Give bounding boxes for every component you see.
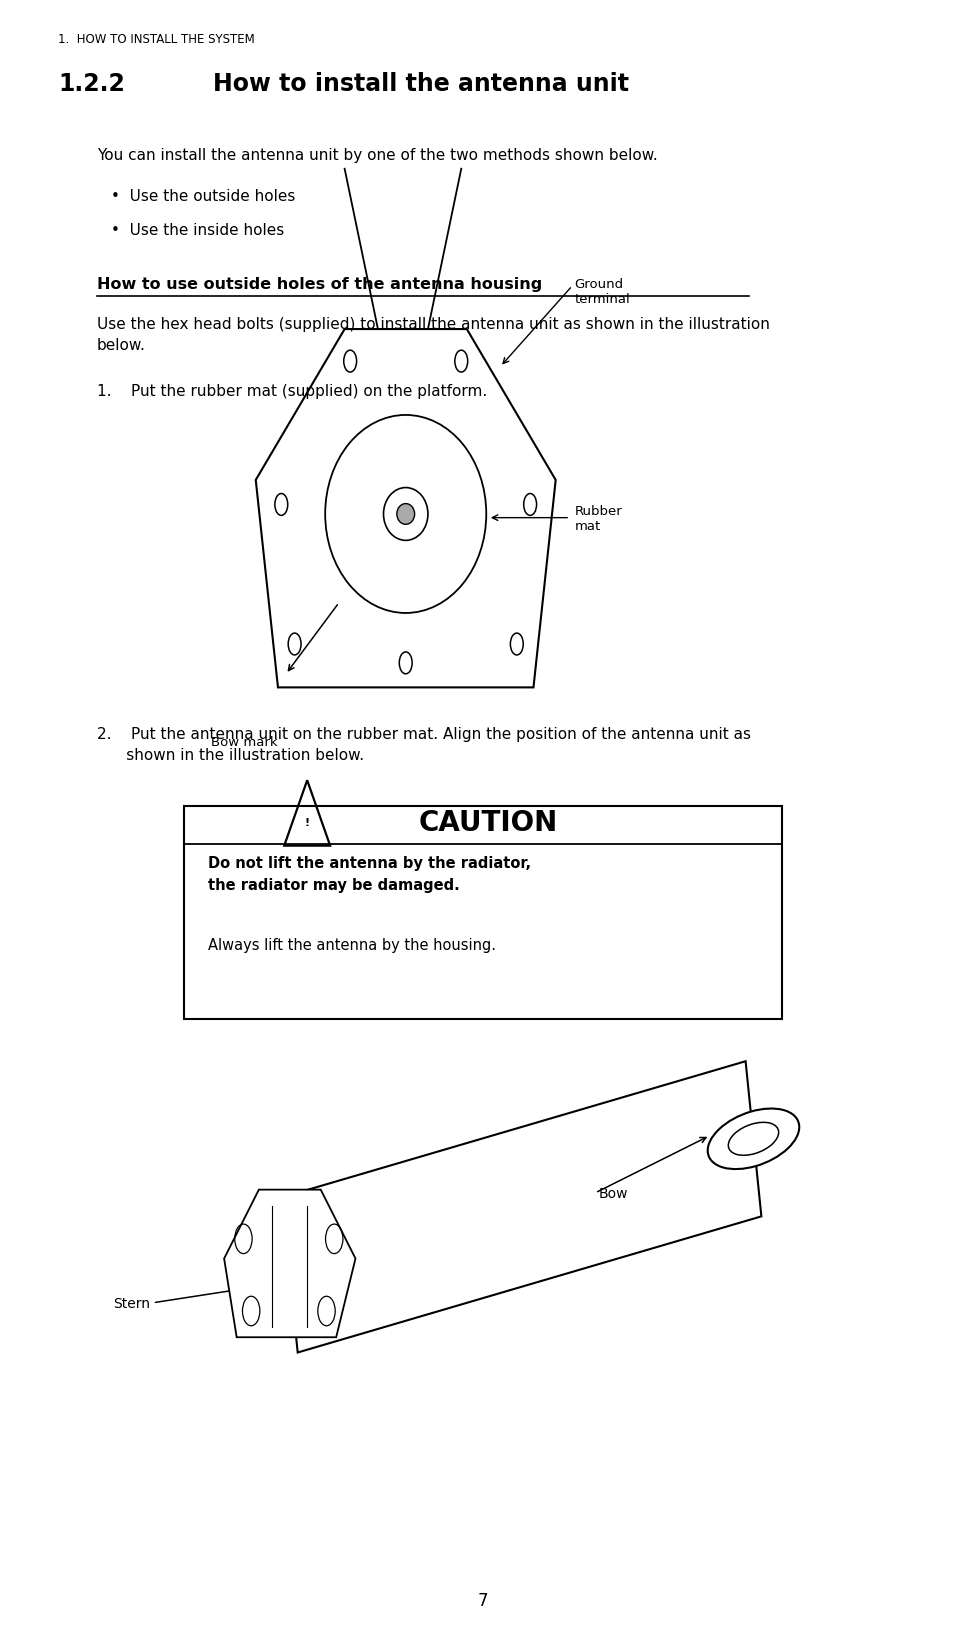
Text: Use the hex head bolts (supplied) to install the antenna unit as shown in the il: Use the hex head bolts (supplied) to ins… (97, 316, 770, 352)
Text: •  Use the outside holes: • Use the outside holes (111, 188, 296, 203)
Polygon shape (224, 1190, 355, 1337)
Ellipse shape (728, 1123, 779, 1155)
Text: How to use outside holes of the antenna housing: How to use outside holes of the antenna … (97, 277, 542, 292)
Text: 2.    Put the antenna unit on the rubber mat. Align the position of the antenna : 2. Put the antenna unit on the rubber ma… (97, 726, 751, 762)
Text: You can install the antenna unit by one of the two methods shown below.: You can install the antenna unit by one … (97, 148, 657, 162)
Text: Ground
terminal: Ground terminal (575, 279, 631, 306)
Text: How to install the antenna unit: How to install the antenna unit (213, 72, 629, 97)
Bar (184, 806, 782, 1019)
Text: Rubber
mat: Rubber mat (575, 505, 622, 533)
Text: Always lift the antenna by the housing.: Always lift the antenna by the housing. (208, 938, 496, 952)
Text: Do not lift the antenna by the radiator,
the radiator may be damaged.: Do not lift the antenna by the radiator,… (208, 856, 530, 893)
Ellipse shape (708, 1110, 799, 1169)
Text: Bow mark: Bow mark (212, 734, 278, 747)
Polygon shape (282, 1062, 761, 1352)
Text: •  Use the inside holes: • Use the inside holes (111, 223, 284, 238)
Ellipse shape (397, 505, 414, 524)
Text: 1.    Put the rubber mat (supplied) on the platform.: 1. Put the rubber mat (supplied) on the … (97, 384, 487, 398)
Text: 7: 7 (478, 1591, 488, 1609)
Text: 1.2.2: 1.2.2 (58, 72, 125, 97)
Text: !: ! (304, 818, 310, 828)
Text: Stern: Stern (113, 1296, 150, 1310)
Text: 1.  HOW TO INSTALL THE SYSTEM: 1. HOW TO INSTALL THE SYSTEM (58, 33, 255, 46)
Polygon shape (282, 1198, 298, 1352)
Text: Bow: Bow (599, 1187, 629, 1200)
Text: CAUTION: CAUTION (418, 808, 557, 838)
